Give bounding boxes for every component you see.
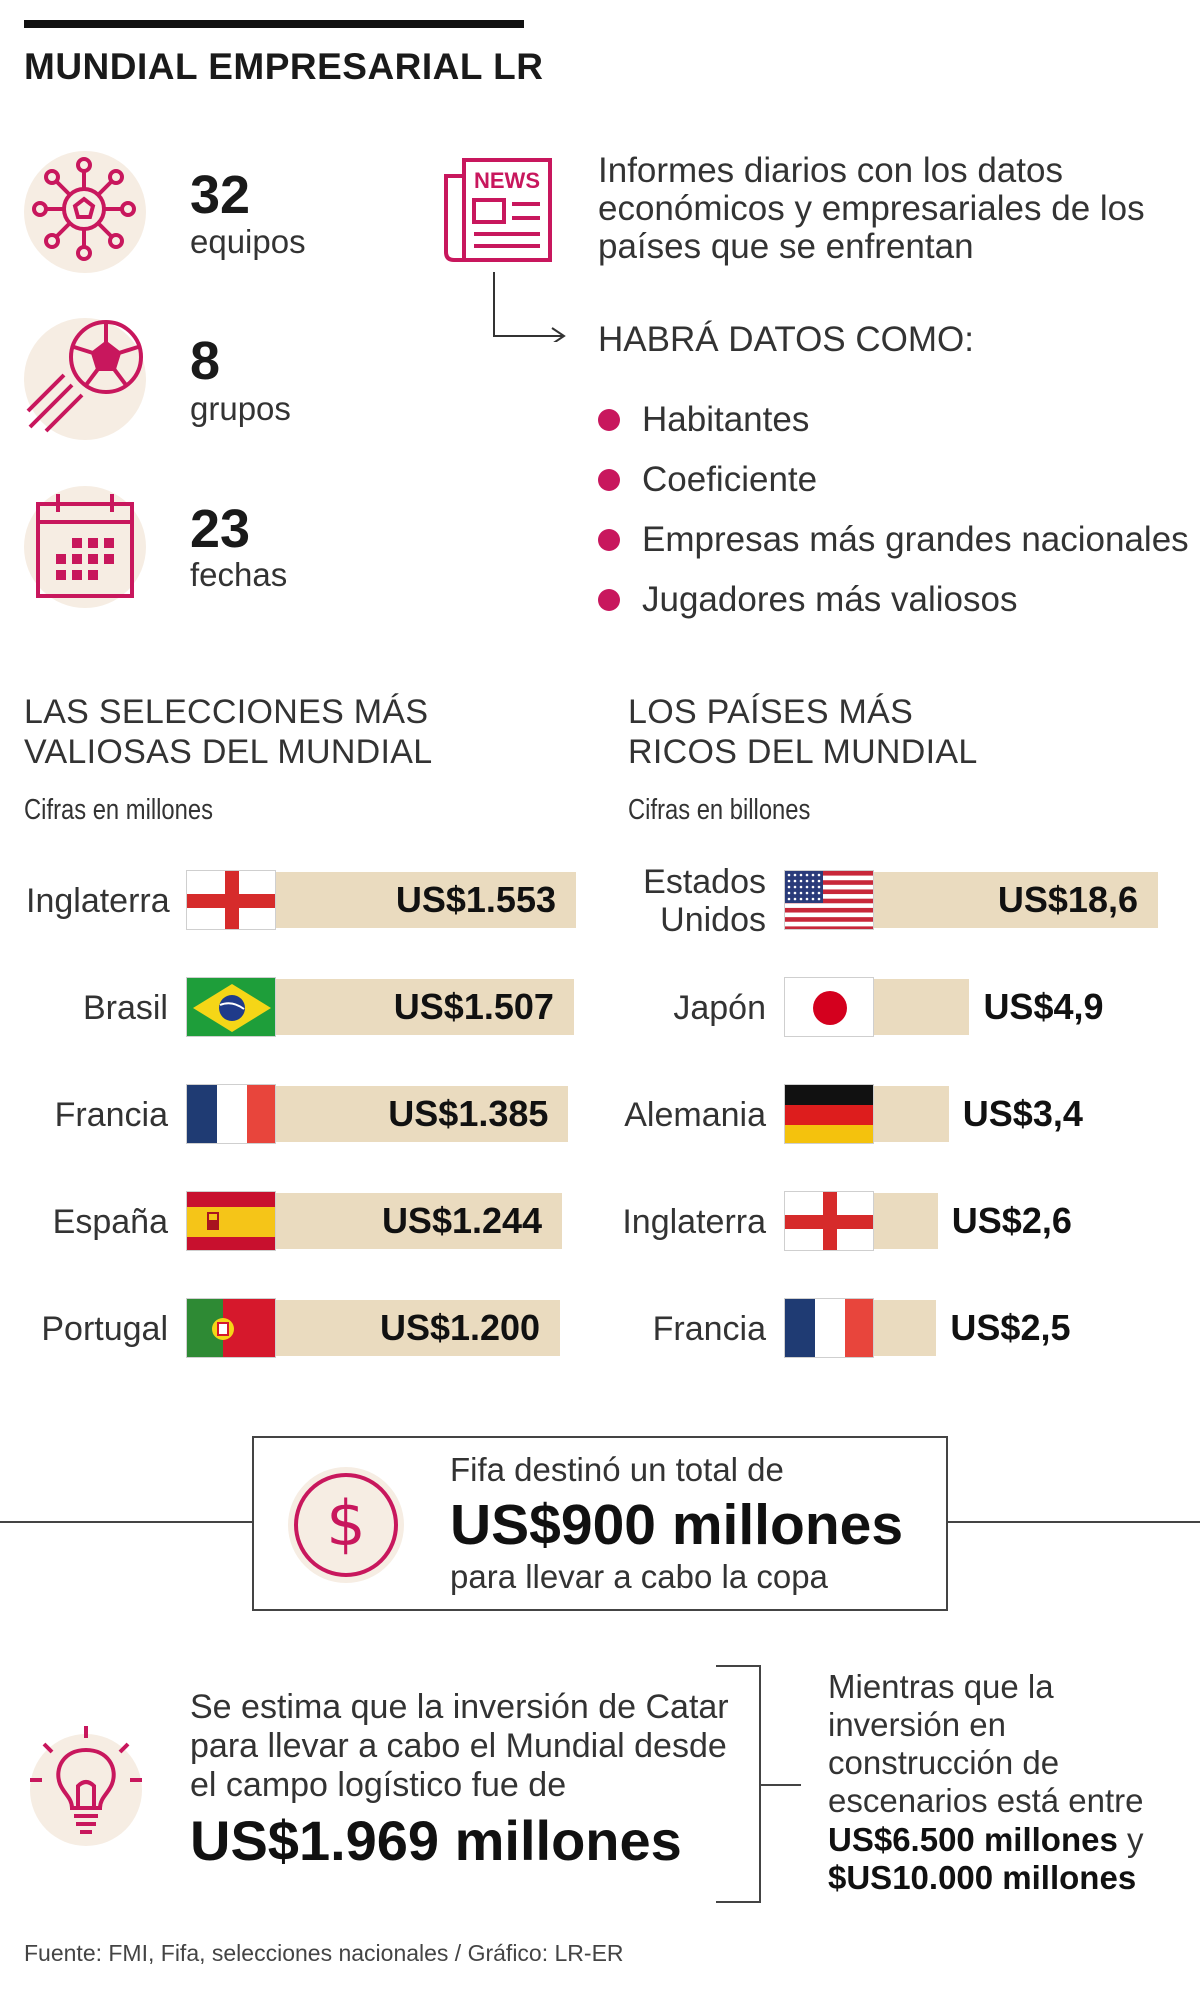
bar-row: Francia [610, 1298, 766, 1360]
bar-row: Estados Unidos [610, 863, 766, 939]
list-item-label: Jugadores más valiosos [642, 580, 1018, 619]
flag-france-icon [784, 1298, 874, 1358]
catar-amount: US$1.969 millones [190, 1809, 682, 1872]
flag-japan-icon [784, 977, 874, 1037]
lightbulb-icon [30, 1726, 142, 1846]
stat-label: equipos [190, 223, 306, 260]
stat-label: grupos [190, 390, 291, 427]
bar-value-label: US$1.553 [395, 879, 556, 920]
chart-subtitle-right: Cifras en billones [628, 794, 811, 826]
construction-amount2: $US10.000 millones [828, 1859, 1137, 1896]
bar-value-label: US$3,4 [962, 1093, 1083, 1134]
newspaper-icon: NEWS [444, 158, 552, 262]
fifa-line2: para llevar a cabo la copa [450, 1558, 828, 1595]
construction-connector: y [1127, 1821, 1144, 1858]
flag-spain-icon [186, 1191, 276, 1251]
soccer-ball-icon [26, 320, 143, 433]
stat-number: 8 [190, 331, 221, 391]
fifa-line1: Fifa destinó un total de [450, 1451, 784, 1488]
bar-value-label: US$2,5 [950, 1307, 1071, 1348]
flag-usa-icon [784, 870, 874, 930]
source-note: Fuente: FMI, Fifa, selecciones nacionale… [24, 1940, 624, 1966]
flag-portugal-icon [186, 1298, 276, 1358]
stat-icon-bg [24, 486, 146, 608]
bar-row: España [24, 1191, 168, 1253]
bracket-tick [761, 1784, 801, 1786]
bullet-dot-icon [598, 409, 620, 431]
chart-title-left: LAS SELECCIONES MÁS VALIOSAS DEL MUNDIAL [24, 693, 433, 771]
stat-number: 23 [190, 499, 251, 559]
bar-row: Portugal [24, 1298, 168, 1360]
dollar-icon: $ [288, 1467, 404, 1583]
bar-value-label: US$4,9 [983, 986, 1104, 1027]
bullet-dot-icon [598, 529, 620, 551]
bar-category-label: Inglaterra [622, 1203, 766, 1241]
bar-category-label: Francia [652, 1310, 766, 1348]
top-rule [24, 20, 524, 28]
bar-category-label: Inglaterra [26, 882, 170, 920]
bullet-dot-icon [598, 589, 620, 611]
bar-category-label: Francia [54, 1096, 168, 1134]
bar-category-label: Japón [673, 989, 766, 1027]
list-item: Empresas más grandes nacionales [598, 510, 1189, 570]
svg-text:$: $ [326, 1487, 365, 1560]
list-item: Jugadores más valiosos [598, 570, 1189, 630]
bar-row: Brasil [24, 977, 168, 1039]
construction-text: Mientras que la inversión en construcció… [828, 1668, 1144, 1819]
bar-row: Inglaterra [610, 1191, 766, 1253]
flag-england-icon [784, 1191, 874, 1251]
arrow-connector [493, 272, 566, 342]
bar-value-label: US$1.507 [393, 986, 554, 1027]
flag-france-icon [186, 1084, 276, 1144]
data-list: Habitantes Coeficiente Empresas más gran… [598, 390, 1189, 630]
list-title: HABRÁ DATOS COMO: [598, 320, 974, 359]
bar-row: Japón [610, 977, 766, 1039]
stat-number: 32 [190, 165, 251, 225]
page-title: MUNDIAL EMPRESARIAL LR [24, 46, 544, 87]
calendar-icon [36, 494, 134, 598]
bar-row: Inglaterra [24, 870, 170, 932]
construction-amount1: US$6.500 millones [828, 1821, 1118, 1858]
bar-value-label: US$1.244 [381, 1200, 543, 1241]
catar-text: Se estima que la inversión de Catar para… [190, 1688, 729, 1804]
bar-row: Francia [24, 1084, 168, 1146]
stat-label: fechas [190, 556, 288, 593]
bar-category-label: Estados Unidos [643, 863, 766, 939]
bar-value-label: US$1.200 [379, 1307, 541, 1348]
bar-value-label: US$1.385 [388, 1093, 549, 1134]
flag-brazil-icon [186, 977, 276, 1037]
bracket [716, 1665, 761, 1903]
list-item-label: Habitantes [642, 400, 810, 439]
list-item: Coeficiente [598, 450, 1189, 510]
bar-category-label: Portugal [41, 1310, 168, 1348]
bullet-dot-icon [598, 469, 620, 491]
chart-subtitle-left: Cifras en millones [24, 794, 213, 826]
bar-value-label: US$2,6 [951, 1200, 1072, 1241]
virus-ball-icon [32, 157, 136, 261]
list-item: Habitantes [598, 390, 1189, 450]
list-item-label: Empresas más grandes nacionales [642, 520, 1189, 559]
list-item-label: Coeficiente [642, 460, 818, 499]
bar-category-label: Brasil [82, 989, 168, 1027]
stat-icon-bg [24, 318, 146, 440]
flag-england-icon [186, 870, 276, 930]
flag-germany-icon [784, 1084, 874, 1144]
chart-title-right: LOS PAÍSES MÁS RICOS DEL MUNDIAL [628, 693, 978, 771]
bar-row: Alemania [610, 1084, 766, 1146]
bar-category-label: España [52, 1203, 168, 1241]
fifa-amount: US$900 millones [450, 1493, 904, 1557]
bar-value-label: US$18,6 [997, 879, 1138, 920]
news-description: Informes diarios con los datos económico… [598, 151, 1145, 266]
bar-category-label: Alemania [624, 1096, 766, 1134]
construction-amounts: US$6.500 millones y $US10.000 millones [828, 1821, 1144, 1897]
news-icon-label: NEWS [474, 168, 540, 193]
